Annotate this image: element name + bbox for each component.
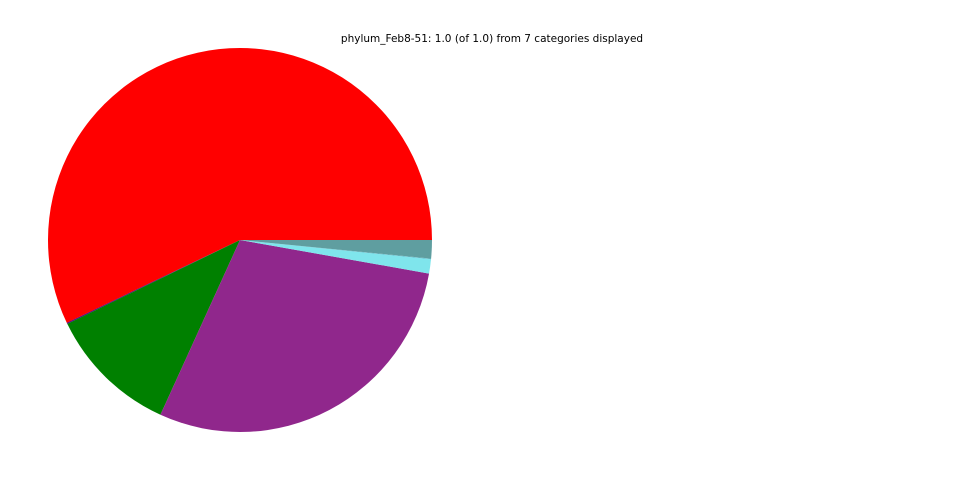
pie-slice-1 <box>47 48 433 323</box>
pie-slice-6 <box>240 240 432 260</box>
pie-slices <box>47 48 433 433</box>
pie-slice-5 <box>240 240 432 274</box>
pie-slice-4 <box>160 240 430 433</box>
pie-slice-3 <box>67 240 240 415</box>
chart-title: phylum_Feb8-51: 1.0 (of 1.0) from 7 cate… <box>340 33 644 45</box>
pie-slice-2 <box>66 240 240 324</box>
pie-slice-7 <box>240 240 432 259</box>
